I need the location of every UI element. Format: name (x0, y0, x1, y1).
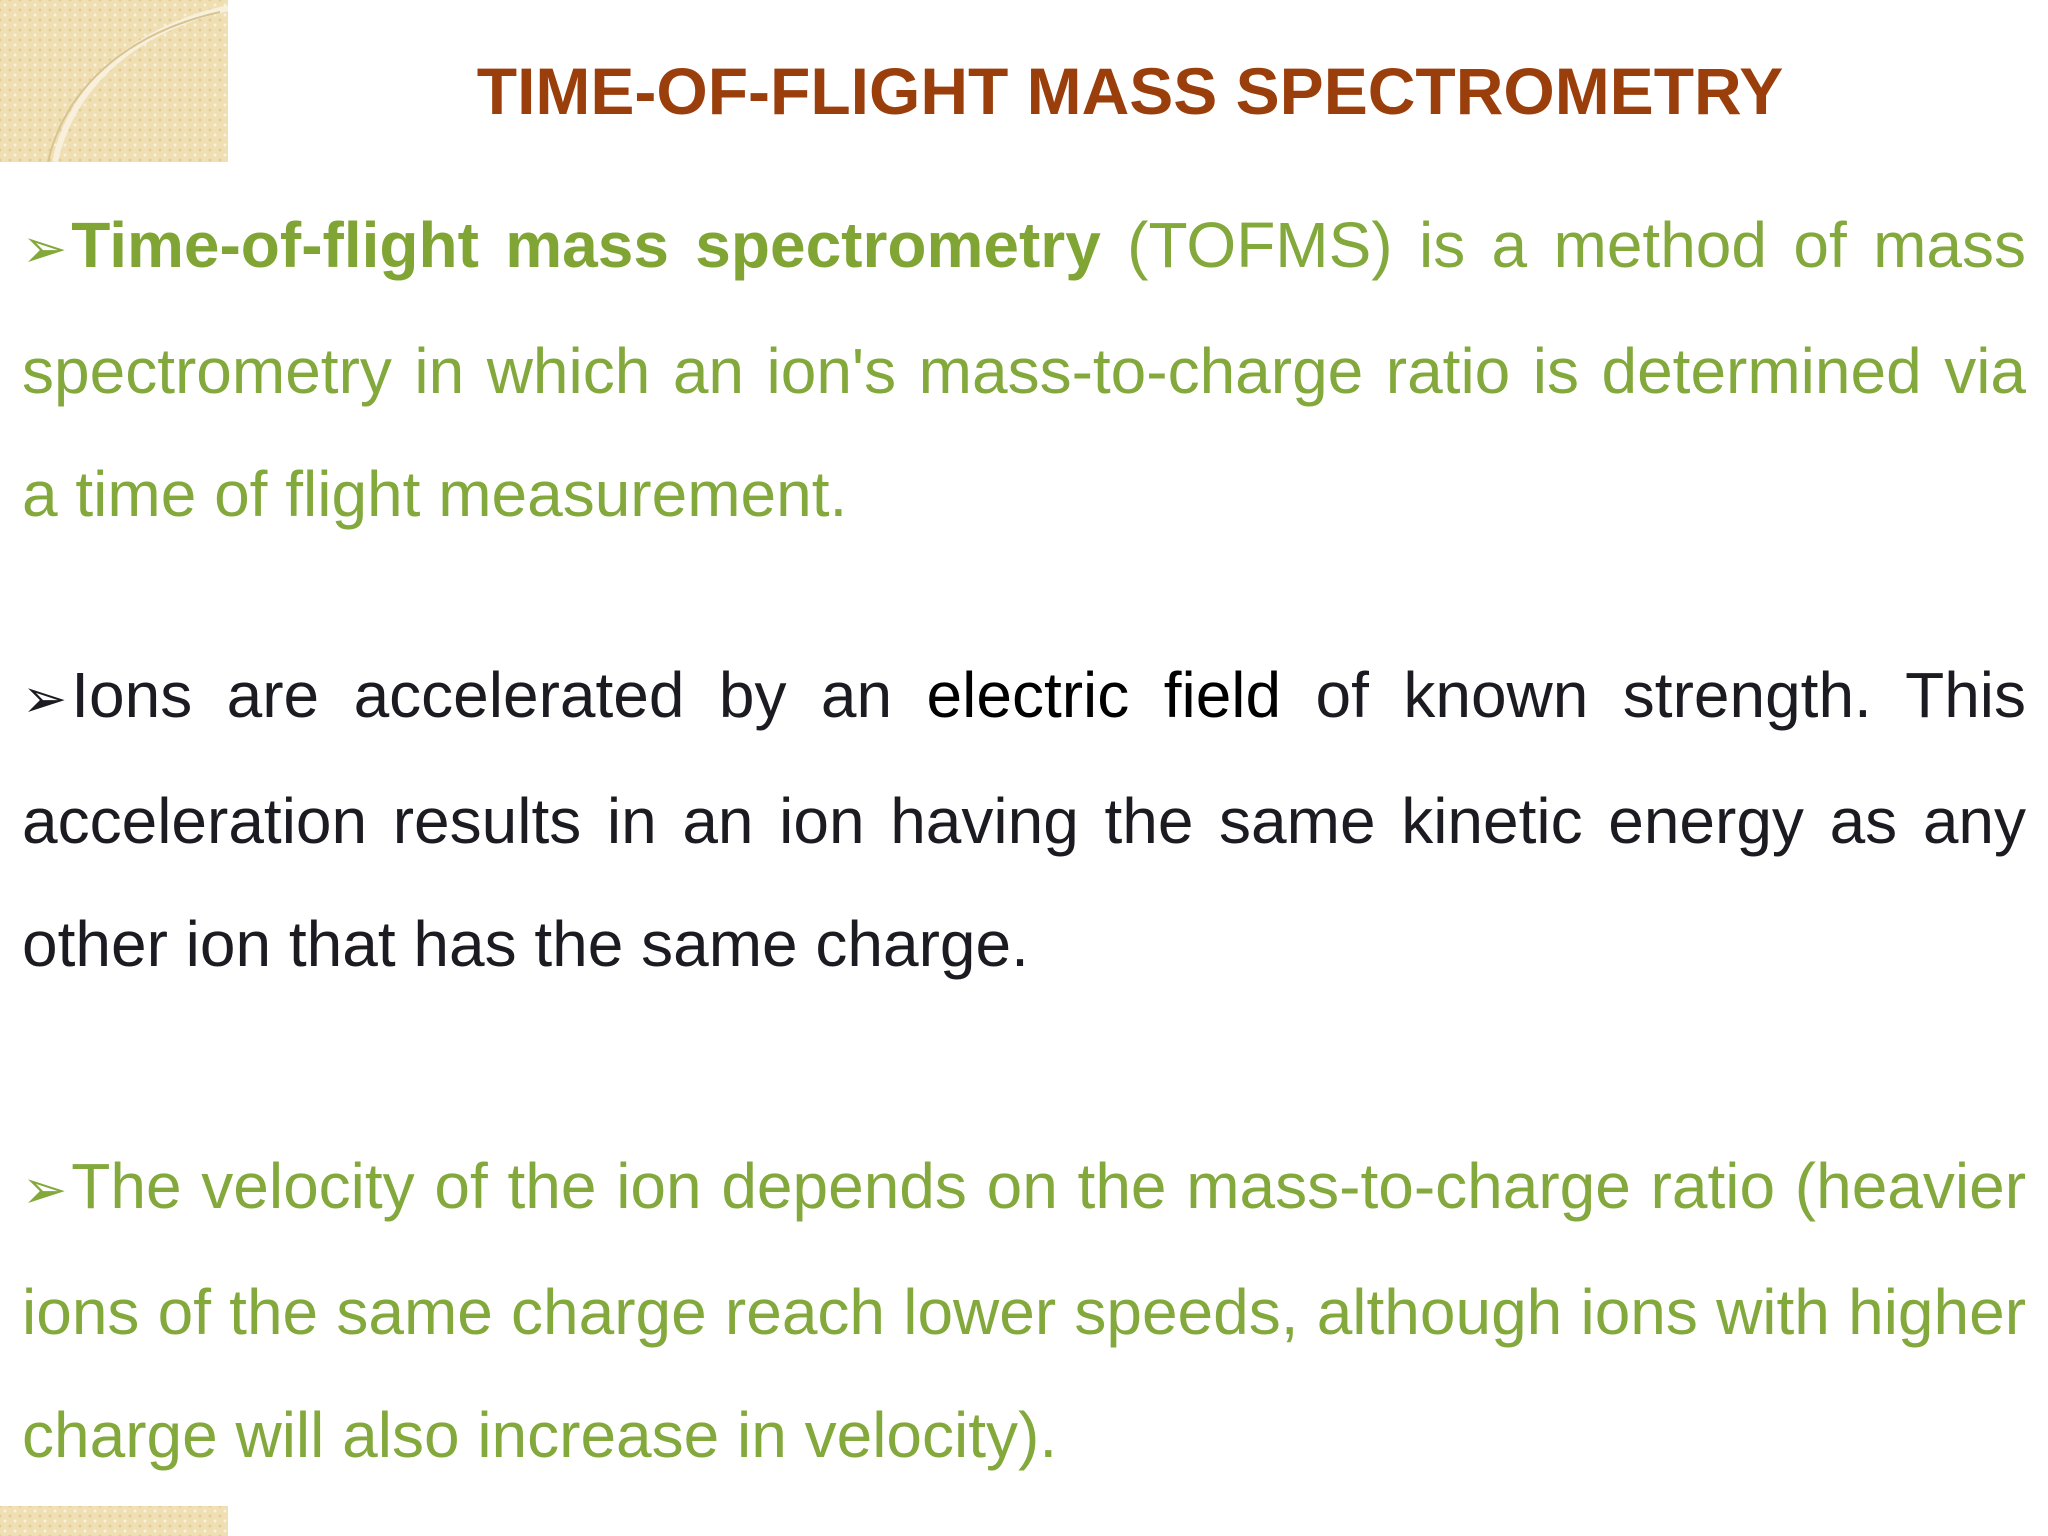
arrow-bullet-icon: ➢ (22, 1158, 68, 1221)
paragraph-ion-acceleration: ➢Ions are accelerated by an electric fie… (22, 634, 2026, 1006)
term-tofms: Time-of-flight mass spectrometry (71, 209, 1101, 281)
definition-text: (TOFMS) is a method of mass spectrometry… (22, 209, 2026, 530)
corner-decoration (0, 0, 228, 162)
electric-field-term: electric field (926, 659, 1282, 731)
paragraph-ion-velocity: ➢The velocity of the ion depends on the … (22, 1125, 2026, 1497)
bottom-decoration (0, 1506, 228, 1536)
arrow-bullet-icon: ➢ (22, 217, 68, 280)
arrow-bullet-icon: ➢ (22, 667, 68, 730)
acceleration-text-end: of known strength. This acceleration res… (22, 659, 2027, 980)
paragraph-tofms-definition: ➢Time-of-flight mass spectrometry (TOFMS… (22, 184, 2026, 556)
swirl-decoration-icon (47, 5, 228, 162)
slide-title: TIME-OF-FLIGHT MASS SPECTROMETRY (476, 54, 1784, 128)
velocity-text: The velocity of the ion depends on the m… (22, 1150, 2026, 1471)
acceleration-text-start: Ions are accelerated by an (71, 659, 927, 731)
